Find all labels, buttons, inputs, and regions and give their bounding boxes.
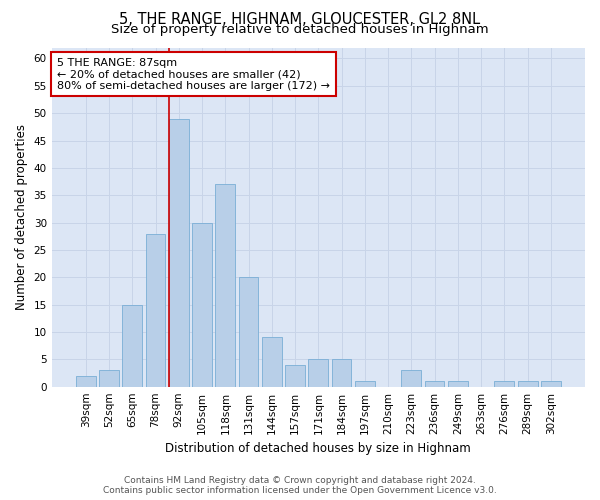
Bar	[494, 381, 514, 386]
Bar	[76, 376, 95, 386]
Bar	[401, 370, 421, 386]
Bar	[239, 278, 259, 386]
Bar	[146, 234, 166, 386]
Bar	[99, 370, 119, 386]
Text: Contains HM Land Registry data © Crown copyright and database right 2024.
Contai: Contains HM Land Registry data © Crown c…	[103, 476, 497, 495]
Bar	[169, 118, 188, 386]
Bar	[262, 338, 282, 386]
Text: Size of property relative to detached houses in Highnam: Size of property relative to detached ho…	[111, 22, 489, 36]
Bar	[192, 222, 212, 386]
Bar	[122, 304, 142, 386]
Bar	[425, 381, 445, 386]
Bar	[285, 365, 305, 386]
Bar	[541, 381, 561, 386]
X-axis label: Distribution of detached houses by size in Highnam: Distribution of detached houses by size …	[166, 442, 471, 455]
Bar	[448, 381, 468, 386]
Bar	[215, 184, 235, 386]
Y-axis label: Number of detached properties: Number of detached properties	[15, 124, 28, 310]
Bar	[518, 381, 538, 386]
Bar	[355, 381, 375, 386]
Bar	[332, 360, 352, 386]
Text: 5 THE RANGE: 87sqm
← 20% of detached houses are smaller (42)
80% of semi-detache: 5 THE RANGE: 87sqm ← 20% of detached hou…	[57, 58, 330, 91]
Bar	[308, 360, 328, 386]
Text: 5, THE RANGE, HIGHNAM, GLOUCESTER, GL2 8NL: 5, THE RANGE, HIGHNAM, GLOUCESTER, GL2 8…	[119, 12, 481, 28]
